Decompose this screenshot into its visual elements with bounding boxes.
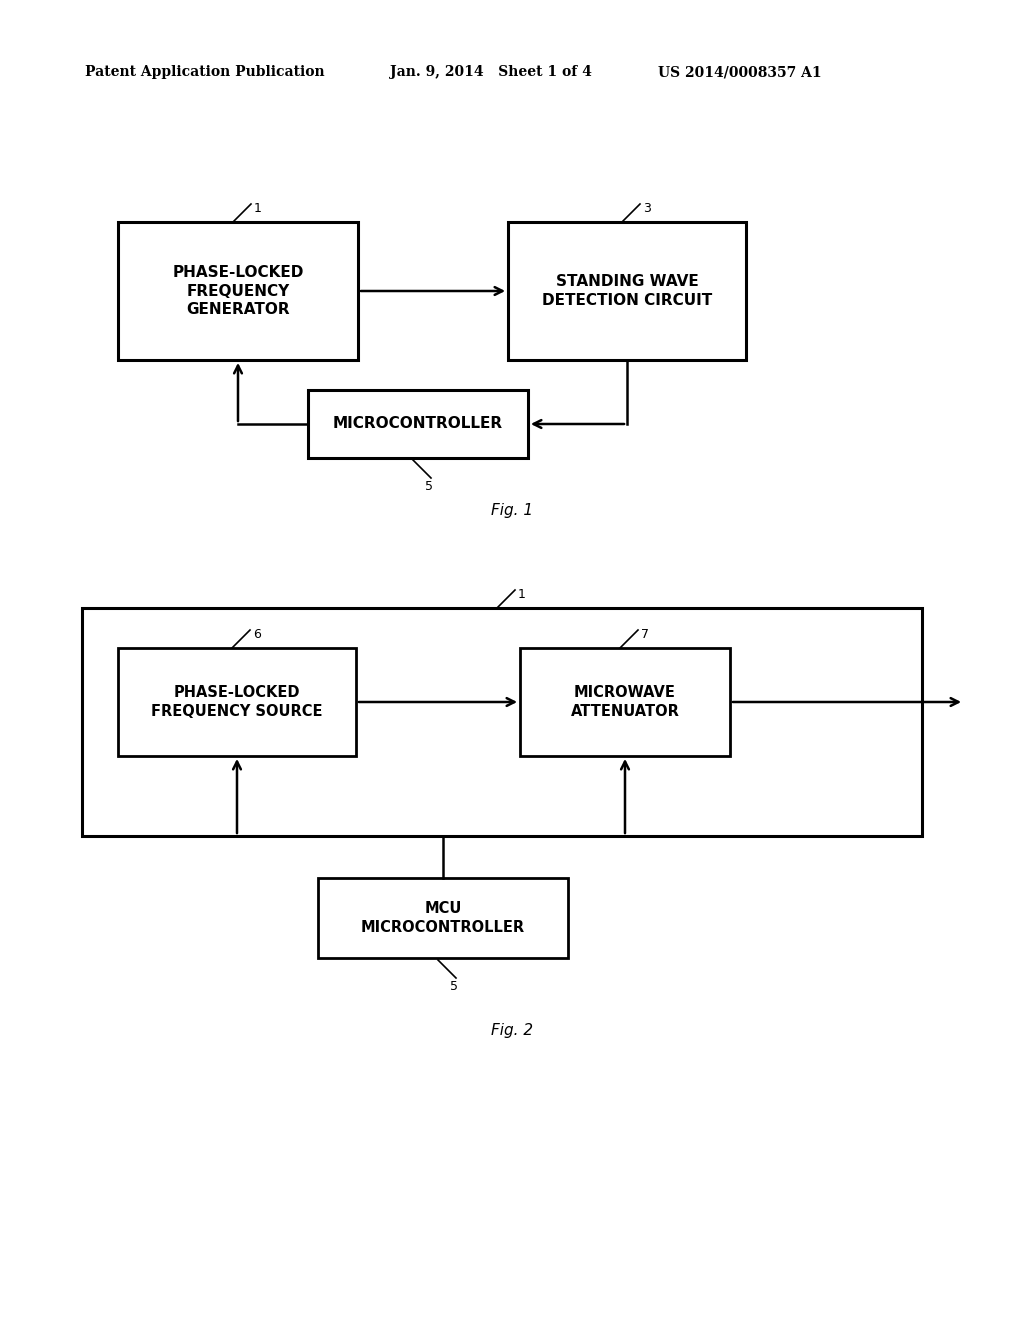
Bar [318, 878, 568, 958]
Text: US 2014/0008357 A1: US 2014/0008357 A1 [658, 65, 821, 79]
Text: 7: 7 [641, 628, 649, 642]
Bar [118, 648, 356, 756]
Text: PHASE-LOCKED
FREQUENCY SOURCE: PHASE-LOCKED FREQUENCY SOURCE [152, 685, 323, 719]
Bar [118, 222, 358, 360]
Bar [82, 609, 922, 836]
Text: 6: 6 [253, 628, 261, 642]
Text: 1: 1 [518, 587, 526, 601]
Text: Patent Application Publication: Patent Application Publication [85, 65, 325, 79]
Text: 3: 3 [643, 202, 651, 215]
Text: Fig. 2: Fig. 2 [490, 1023, 534, 1038]
Text: MICROWAVE
ATTENUATOR: MICROWAVE ATTENUATOR [570, 685, 680, 719]
Text: Jan. 9, 2014   Sheet 1 of 4: Jan. 9, 2014 Sheet 1 of 4 [390, 65, 592, 79]
Text: Fig. 1: Fig. 1 [490, 503, 534, 517]
Bar [520, 648, 730, 756]
Text: 1: 1 [254, 202, 262, 215]
Text: MCU
MICROCONTROLLER: MCU MICROCONTROLLER [360, 902, 525, 935]
Bar [508, 222, 746, 360]
Text: 5: 5 [450, 979, 458, 993]
Text: 5: 5 [425, 480, 433, 492]
Bar [308, 389, 528, 458]
Text: PHASE-LOCKED
FREQUENCY
GENERATOR: PHASE-LOCKED FREQUENCY GENERATOR [172, 265, 304, 317]
Text: MICROCONTROLLER: MICROCONTROLLER [333, 417, 503, 432]
Text: STANDING WAVE
DETECTION CIRCUIT: STANDING WAVE DETECTION CIRCUIT [542, 275, 712, 308]
